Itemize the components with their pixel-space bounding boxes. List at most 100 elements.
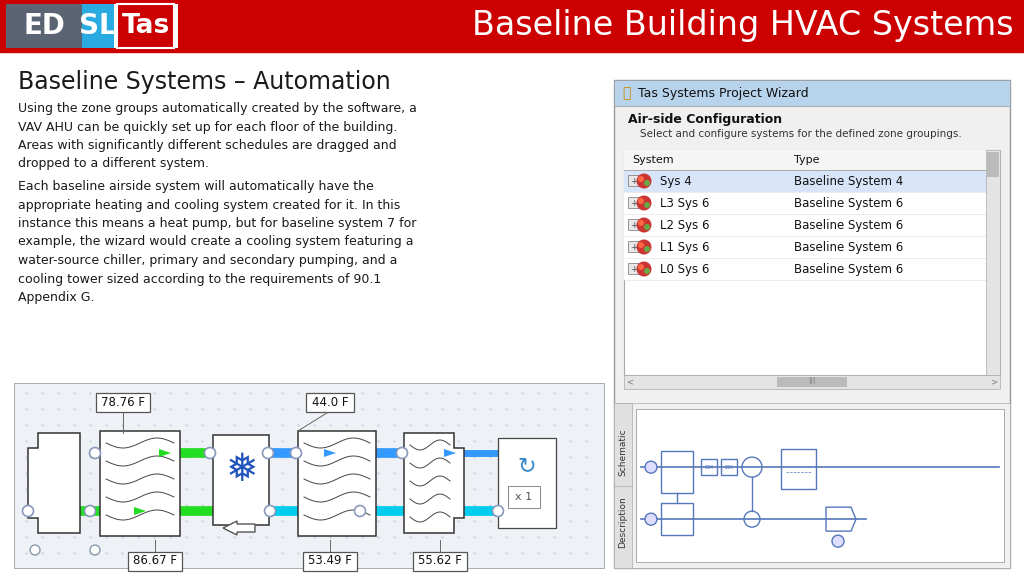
Text: L3 Sys 6: L3 Sys 6 — [660, 196, 710, 210]
Circle shape — [638, 264, 644, 270]
Bar — [6, 4, 178, 48]
Text: Baseline System 4: Baseline System 4 — [794, 175, 903, 188]
Circle shape — [638, 198, 644, 204]
Polygon shape — [159, 449, 171, 457]
Text: Each baseline airside system will automatically have the
appropriate heating and: Each baseline airside system will automa… — [18, 180, 417, 304]
Text: System: System — [632, 155, 674, 165]
Circle shape — [637, 262, 651, 276]
Bar — [628, 263, 639, 274]
Circle shape — [89, 448, 100, 458]
Bar — [6, 4, 82, 48]
Bar — [117, 4, 174, 48]
Text: 86.67 F: 86.67 F — [133, 555, 177, 567]
Circle shape — [644, 246, 650, 252]
Text: ↻: ↻ — [518, 456, 537, 476]
Circle shape — [30, 545, 40, 555]
Bar — [986, 150, 1000, 375]
Circle shape — [262, 448, 273, 458]
Circle shape — [90, 545, 100, 555]
Bar — [987, 152, 999, 177]
Circle shape — [638, 176, 644, 182]
Text: +: + — [630, 221, 637, 229]
Bar — [636, 409, 1004, 562]
Text: Sys 4: Sys 4 — [660, 175, 692, 188]
Bar — [781, 449, 816, 489]
Bar — [213, 435, 269, 525]
Circle shape — [396, 448, 408, 458]
Text: 55.62 F: 55.62 F — [418, 555, 462, 567]
Text: Baseline System 6: Baseline System 6 — [794, 263, 903, 275]
Text: >: > — [990, 377, 997, 386]
Circle shape — [291, 448, 301, 458]
Bar — [624, 150, 1000, 170]
Circle shape — [354, 506, 366, 517]
Circle shape — [644, 268, 650, 274]
Bar — [624, 214, 1000, 236]
Circle shape — [637, 173, 651, 188]
Text: 🔧: 🔧 — [622, 86, 630, 100]
Polygon shape — [28, 433, 80, 533]
Text: Baseline System 6: Baseline System 6 — [794, 218, 903, 232]
Text: 53.49 F: 53.49 F — [308, 555, 352, 567]
Bar — [508, 486, 540, 508]
Text: Baseline Building HVAC Systems: Baseline Building HVAC Systems — [472, 9, 1014, 43]
Bar — [624, 170, 1000, 192]
Text: SL: SL — [79, 12, 117, 40]
Bar — [614, 403, 632, 568]
Text: +: + — [630, 242, 637, 252]
Bar — [614, 80, 1010, 568]
Text: L0 Sys 6: L0 Sys 6 — [660, 263, 710, 275]
Bar — [721, 459, 737, 475]
Text: Select and configure systems for the defined zone groupings.: Select and configure systems for the def… — [640, 129, 962, 139]
FancyBboxPatch shape — [128, 551, 182, 570]
Circle shape — [645, 461, 657, 473]
FancyBboxPatch shape — [95, 392, 151, 411]
Bar — [662, 451, 693, 493]
Circle shape — [644, 224, 650, 230]
Text: Baseline System 6: Baseline System 6 — [794, 241, 903, 253]
Text: 78.76 F: 78.76 F — [101, 396, 145, 408]
Bar — [624, 375, 1000, 389]
Text: 44.0 F: 44.0 F — [311, 396, 348, 408]
Polygon shape — [324, 449, 336, 457]
Bar — [624, 192, 1000, 214]
Text: III: III — [808, 377, 816, 386]
Text: +: + — [630, 199, 637, 207]
Bar — [0, 0, 1024, 52]
Bar — [777, 377, 847, 387]
Circle shape — [644, 180, 650, 186]
Bar — [624, 150, 1000, 375]
Circle shape — [637, 240, 651, 255]
Text: ED: ED — [24, 12, 65, 40]
Bar — [100, 431, 180, 536]
Circle shape — [831, 535, 844, 547]
Circle shape — [638, 220, 644, 226]
Bar — [624, 236, 1000, 258]
Circle shape — [644, 202, 650, 208]
Text: Tas: Tas — [122, 13, 170, 39]
Text: Using the zone groups automatically created by the software, a
VAV AHU can be qu: Using the zone groups automatically crea… — [18, 102, 417, 170]
Text: Description: Description — [618, 496, 628, 548]
Bar — [298, 431, 376, 536]
Text: L1 Sys 6: L1 Sys 6 — [660, 241, 710, 253]
Bar — [624, 258, 1000, 280]
Polygon shape — [464, 507, 476, 515]
Circle shape — [205, 448, 215, 458]
Bar — [628, 197, 639, 208]
Text: Tas Systems Project Wizard: Tas Systems Project Wizard — [638, 86, 809, 100]
Text: Schematic: Schematic — [618, 429, 628, 476]
Bar — [614, 80, 1010, 106]
Bar — [628, 175, 639, 186]
Circle shape — [85, 506, 95, 517]
Text: DX: DX — [724, 465, 733, 469]
FancyBboxPatch shape — [303, 551, 357, 570]
Text: +: + — [630, 176, 637, 185]
Bar — [628, 241, 639, 252]
FancyBboxPatch shape — [305, 392, 354, 411]
Text: Baseline System 6: Baseline System 6 — [794, 196, 903, 210]
Circle shape — [493, 506, 504, 517]
Polygon shape — [444, 449, 456, 457]
Bar — [701, 459, 717, 475]
Polygon shape — [384, 507, 396, 515]
Bar — [662, 503, 693, 535]
